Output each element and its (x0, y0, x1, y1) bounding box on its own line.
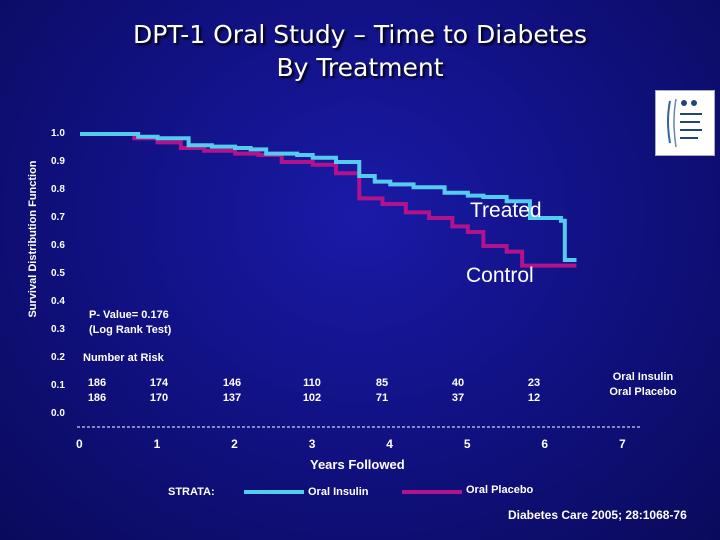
risk-placebo-count: 37 (451, 392, 465, 404)
y-tick-label: 0.6 (51, 240, 65, 251)
x-tick-label: 0 (76, 437, 83, 451)
title-line-2: By Treatment (276, 53, 444, 82)
risk-insulin-count: 85 (375, 377, 389, 389)
risk-placebo-count: 12 (527, 392, 541, 404)
source-citation: Diabetes Care 2005; 28:1068-76 (508, 508, 687, 522)
legend-placebo-swatch (402, 490, 462, 494)
risk-insulin-count: 110 (303, 377, 321, 389)
risk-placebo-count: 170 (149, 392, 169, 404)
risk-insulin-count: 40 (451, 377, 465, 389)
risk-insulin-count: 23 (527, 377, 541, 389)
y-tick-label: 0.4 (51, 296, 65, 307)
title-line-1: DPT-1 Oral Study – Time to Diabetes (132, 20, 588, 49)
y-tick-label: 0.2 (51, 352, 65, 363)
legend-placebo-label: Oral Placebo (466, 484, 534, 496)
pvalue-line-1: P- Value= 0.176 (89, 309, 169, 321)
pvalue-line-2: (Log Rank Test) (89, 324, 172, 336)
risk-insulin-count: 174 (149, 377, 169, 389)
y-tick-label: 0.1 (51, 380, 65, 391)
y-tick-label: 0.7 (51, 212, 65, 223)
x-tick-label: 4 (386, 437, 393, 451)
risk-placebo-count: 102 (302, 392, 322, 404)
x-tick-label: 3 (308, 437, 316, 451)
y-tick-label: 0.5 (51, 268, 65, 279)
risk-table-column: 85 71 (362, 376, 402, 406)
treated-series-label: Treated (470, 199, 542, 222)
legend-insulin-swatch (244, 490, 304, 494)
risk-insulin-count: 186 (87, 377, 107, 389)
x-tick-label: 5 (463, 437, 471, 451)
risk-table-column: 174 170 (139, 376, 179, 406)
risk-table-legend: Oral Insulin Oral Placebo (598, 370, 688, 400)
y-tick-label: 0.0 (51, 408, 65, 419)
risk-table-column: 110 102 (292, 376, 332, 406)
control-series-label: Control (466, 264, 534, 287)
risk-table-column: 146 137 (212, 376, 252, 406)
risk-placebo-count: 71 (375, 392, 389, 404)
risk-table-column: 23 12 (514, 376, 554, 406)
x-tick-label: 7 (619, 437, 626, 451)
x-axis-label: Years Followed (310, 457, 405, 472)
risk-table-column: 186 186 (77, 376, 117, 406)
y-tick-label: 0.3 (51, 324, 65, 335)
x-tick-label: 1 (153, 437, 161, 451)
risk-table-title: Number at Risk (83, 352, 164, 364)
series-layer (80, 132, 577, 268)
pvalue-annotation: P- Value= 0.176 (Log Rank Test) (89, 308, 171, 338)
x-tick-label: 2 (231, 437, 238, 451)
strata-label: STRATA: (168, 486, 215, 498)
risk-legend-insulin: Oral Insulin (612, 371, 674, 383)
risk-table-column: 40 37 (438, 376, 478, 406)
risk-legend-placebo: Oral Placebo (609, 386, 677, 398)
legend-insulin-label: Oral Insulin (308, 486, 369, 498)
risk-insulin-count: 146 (222, 377, 242, 389)
dpt1-logo (655, 90, 715, 156)
risk-placebo-count: 137 (222, 392, 242, 404)
oral-insulin-series-line (80, 132, 577, 262)
y-tick-label: 0.8 (51, 184, 65, 195)
y-tick-label: 0.9 (51, 156, 65, 167)
y-tick-label: 1.0 (51, 128, 65, 139)
chart-title: DPT-1 Oral Study – Time to Diabetes By T… (0, 18, 720, 84)
x-tick-label: 6 (541, 437, 549, 451)
risk-placebo-count: 186 (87, 392, 107, 404)
